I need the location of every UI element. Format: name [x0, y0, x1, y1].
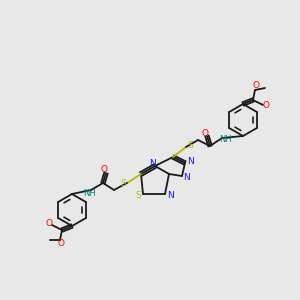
Text: N: N [167, 190, 173, 200]
Text: N: N [184, 172, 190, 182]
Text: N: N [187, 158, 194, 166]
Text: O: O [46, 218, 52, 227]
Text: O: O [253, 82, 260, 91]
Text: O: O [58, 239, 64, 248]
Text: S: S [187, 142, 193, 151]
Text: N: N [150, 158, 156, 167]
Text: O: O [100, 166, 107, 175]
Text: O: O [202, 128, 208, 137]
Text: O: O [262, 101, 269, 110]
Text: NH: NH [82, 188, 95, 197]
Text: S: S [120, 179, 126, 188]
Text: S: S [135, 190, 141, 200]
Text: NH: NH [220, 134, 232, 143]
